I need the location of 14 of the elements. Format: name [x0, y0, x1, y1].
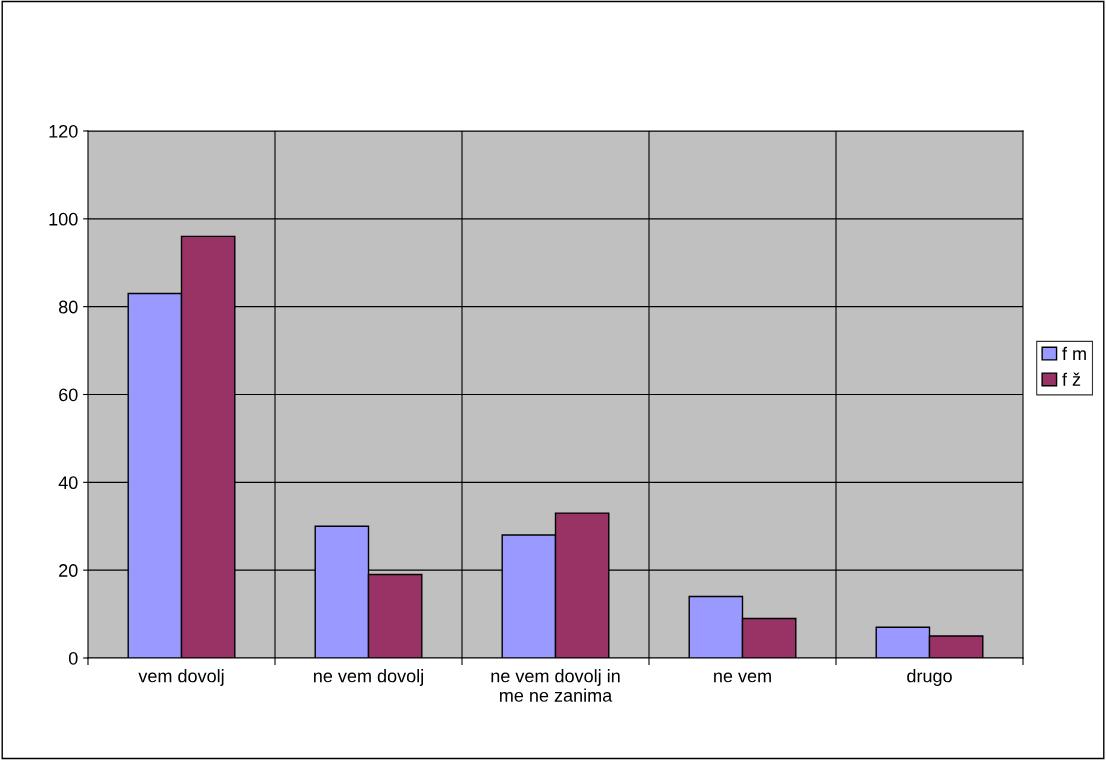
x-tick-label: ne vem dovolj [314, 669, 423, 686]
legend-label: f m [1062, 346, 1086, 360]
y-tick-label: 80 [58, 300, 78, 314]
y-tick-label: 60 [59, 388, 78, 402]
y-tick-label: 100 [49, 212, 78, 226]
y-tick-label: 120 [49, 124, 78, 138]
x-tick-label: ne vem [714, 672, 771, 683]
x-tick-label: vem dovolj [138, 669, 224, 686]
legend-label: f ž [1062, 372, 1081, 386]
y-tick-label: 20 [59, 564, 78, 577]
y-tick-label: 0 [68, 651, 78, 665]
x-tick-label: drugo [907, 669, 952, 686]
x-tick-label: ne vem dovolj in me ne zanima [491, 669, 620, 702]
y-tick-label: 40 [58, 476, 78, 490]
